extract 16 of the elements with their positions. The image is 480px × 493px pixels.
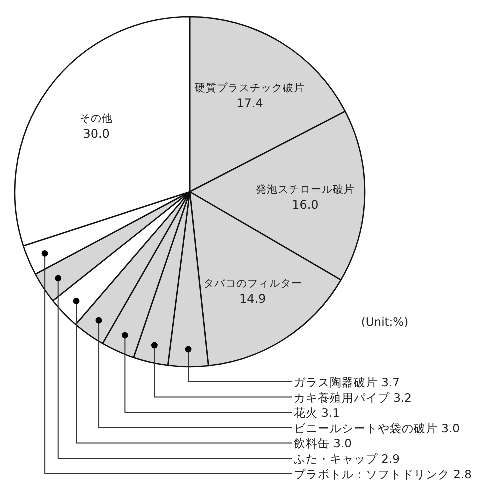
slice-label: 花火 3.1 bbox=[294, 406, 340, 420]
slice-label: 飲料缶 3.0 bbox=[294, 436, 352, 451]
slice-label: 発泡スチロール破片 bbox=[256, 182, 355, 196]
slice-label: タバコのフィルター bbox=[203, 278, 302, 290]
slice-label: カキ養殖用パイプ 3.2 bbox=[294, 390, 412, 405]
slice-label: プラボトル：ソフトドリンク 2.8 bbox=[294, 467, 472, 482]
data-label: 30.0 bbox=[83, 127, 110, 142]
data-label: 17.4 bbox=[236, 96, 264, 110]
slice-label: ふた・キャップ 2.9 bbox=[293, 452, 400, 466]
slice-label: その他 bbox=[80, 113, 114, 126]
data-label: 14.9 bbox=[239, 292, 266, 306]
slice-label: 硬質プラスチック破片 bbox=[195, 81, 306, 94]
data-label: 16.0 bbox=[292, 198, 319, 212]
text: (Unit:%) bbox=[361, 315, 409, 329]
slice-label: ガラス陶器破片 3.7 bbox=[294, 376, 400, 390]
slice-label: ビニールシートや袋の破片 3.0 bbox=[294, 421, 460, 436]
